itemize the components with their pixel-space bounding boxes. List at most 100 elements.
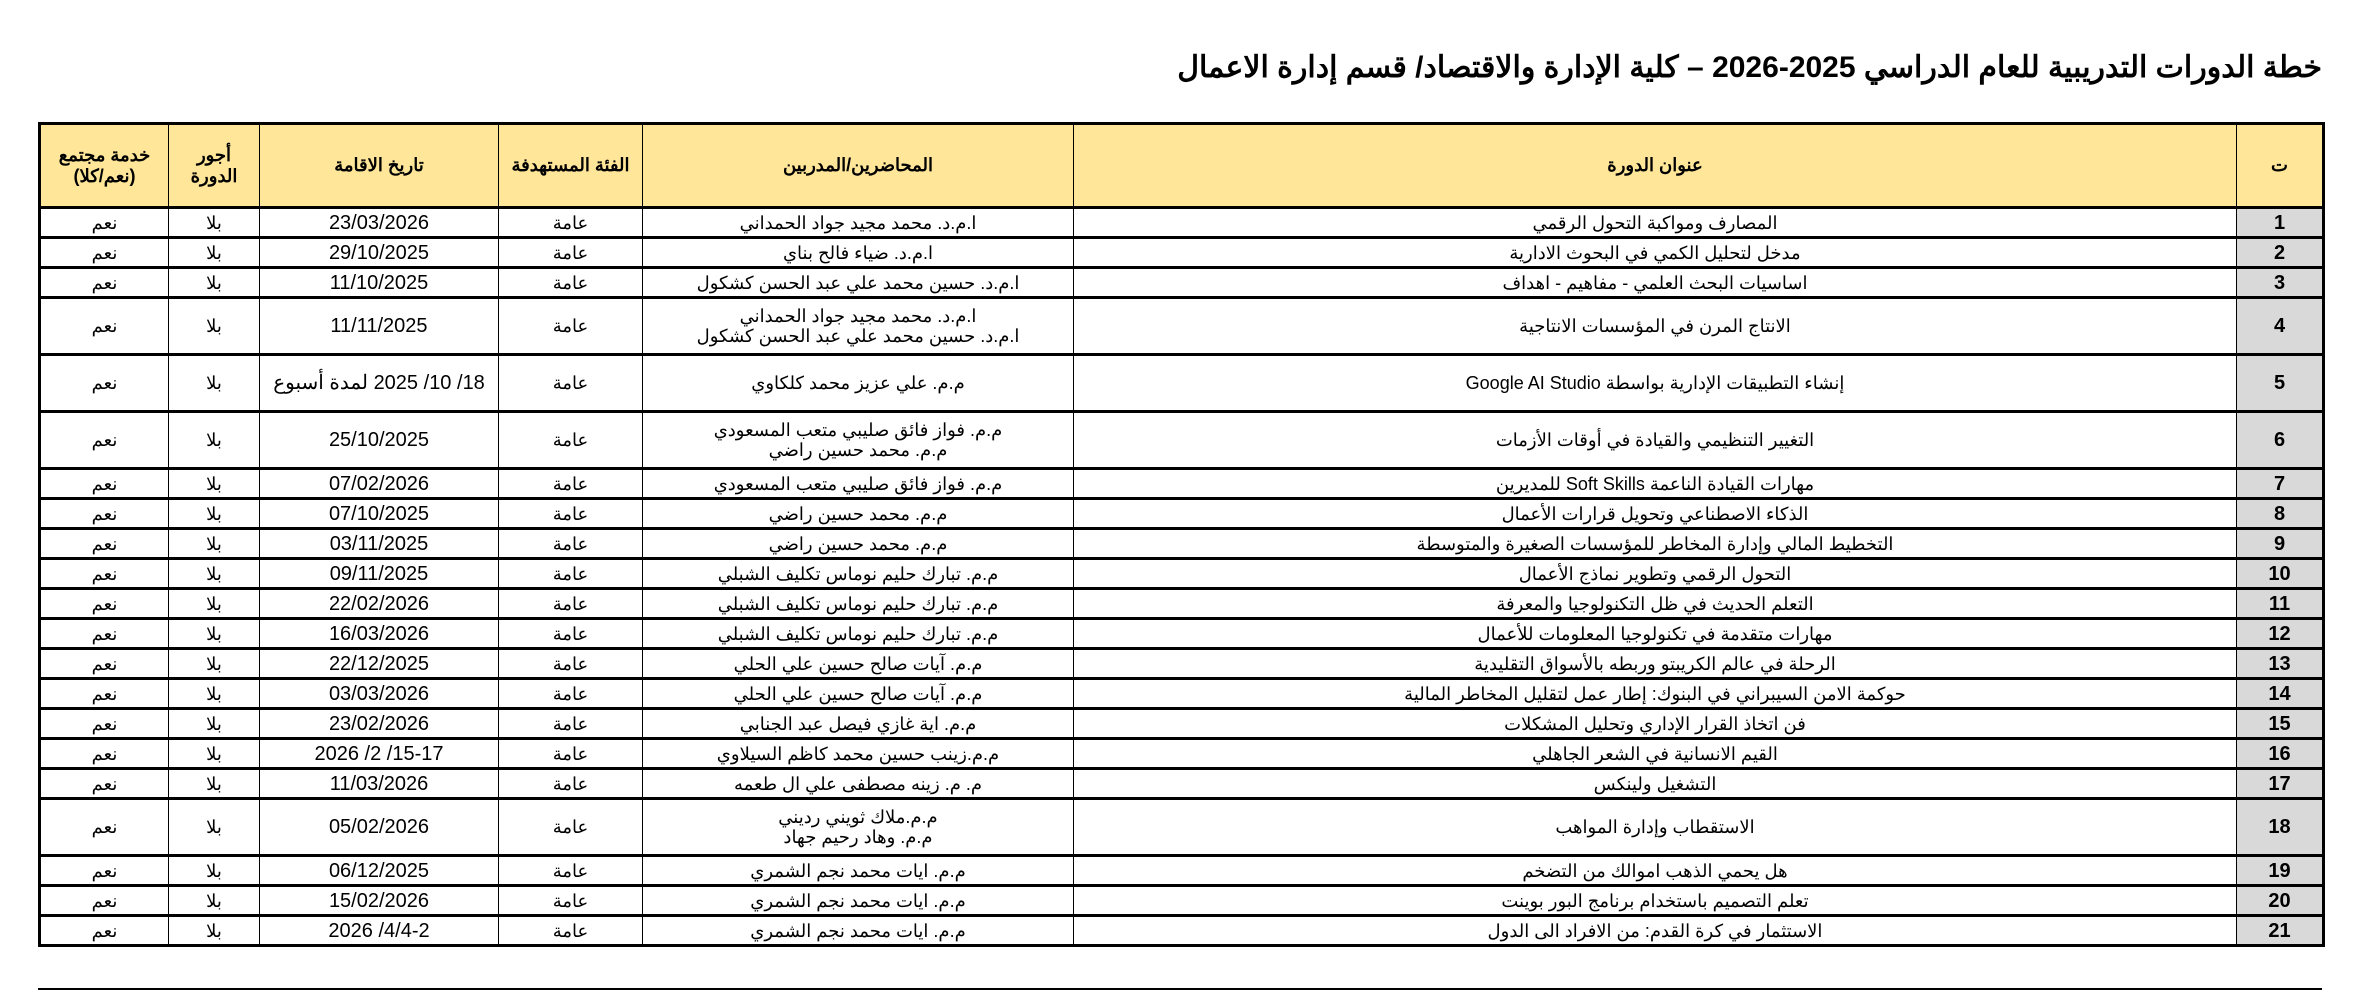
table-row: 7 مهارات القيادة الناعمة Soft Skills للمد… <box>39 468 2324 499</box>
table-row: 12 مهارات متقدمة في تكنولوجيا المعلومات ل… <box>39 618 2324 649</box>
trainer-name: م.م. محمد حسين راضي <box>768 533 948 554</box>
course-fee: بلا <box>168 915 260 946</box>
trainer-name: م.م. فواز فائق صليبي متعب المسعودي <box>713 473 1003 494</box>
trainer-name: م.م. وهاد رحيم جهاد <box>783 827 933 847</box>
course-fee: بلا <box>168 708 260 739</box>
target-audience: عامة <box>498 411 643 469</box>
trainers: م.م. تبارك حليم نوماس تكليف الشبلي <box>642 558 1074 589</box>
row-number: 18 <box>2236 798 2324 856</box>
target-audience: عامة <box>498 468 643 499</box>
trainer-name: م.م. فواز فائق صليبي متعب المسعودي <box>713 420 1003 440</box>
trainers: م.م. محمد حسين راضي <box>642 528 1074 559</box>
community-service: نعم <box>39 528 169 559</box>
trainer-name: ا.م.د. حسين محمد علي عبد الحسن كشكول <box>696 272 1020 293</box>
trainers: م.م. ايات محمد نجم الشمري <box>642 855 1074 886</box>
trainers: ا.م.د. محمد مجيد جواد الحمداني ا.م.د. حسي… <box>642 297 1074 355</box>
row-number: 3 <box>2236 267 2324 298</box>
trainers: م.م. فواز فائق صليبي متعب المسعودي <box>642 468 1074 499</box>
course-date: 05/02/2026 <box>259 798 499 856</box>
community-service: نعم <box>39 468 169 499</box>
table-row: 19 هل يحمي الذهب اموالك من التضخم م.م. ايا… <box>39 855 2324 886</box>
table-row: 16 القيم الانسانية في الشعر الجاهلي م.م.زي… <box>39 738 2324 769</box>
course-date: 25/10/2025 <box>259 411 499 469</box>
target-audience: عامة <box>498 237 643 268</box>
target-audience: عامة <box>498 588 643 619</box>
course-date: 11/10/2025 <box>259 267 499 298</box>
trainers: م.م. تبارك حليم نوماس تكليف الشبلي <box>642 618 1074 649</box>
trainers: م.م.زينب حسين محمد كاظم السيلاوي <box>642 738 1074 769</box>
trainers: م.م.ملاك ثويني رديني م.م. وهاد رحيم جهاد <box>642 798 1074 856</box>
trainer-name: م.م. تبارك حليم نوماس تكليف الشبلي <box>717 623 999 644</box>
trainer-name: م.م. تبارك حليم نوماس تكليف الشبلي <box>717 563 999 584</box>
course-date: 09/11/2025 <box>259 558 499 589</box>
trainers: م.م. علي عزيز محمد كلكاوي <box>642 354 1074 412</box>
table-row: 6 التغيير التنظيمي والقيادة في أوقات الأز… <box>39 411 2324 469</box>
training-plan-table: ت عنوان الدورة المحاضرين/المدربين الفئة … <box>38 122 2325 947</box>
trainer-name: م.م. علي عزيز محمد كلكاوي <box>751 373 965 393</box>
table-row: 14 حوكمة الامن السيبراني في البنوك: إطار … <box>39 678 2324 709</box>
trainer-name: ا.م.د. حسين محمد علي عبد الحسن كشكول <box>696 326 1020 346</box>
trainers: م.م. ايات محمد نجم الشمري <box>642 885 1074 916</box>
row-number: 2 <box>2236 237 2324 268</box>
trainers: م.م. آيات صالح حسين علي الحلي <box>642 648 1074 679</box>
trainer-name: م. م. زينه مصطفى علي ال طعمه <box>733 773 983 794</box>
community-service: نعم <box>39 618 169 649</box>
community-service: نعم <box>39 768 169 799</box>
row-number: 6 <box>2236 411 2324 469</box>
course-date: 23/02/2026 <box>259 708 499 739</box>
row-number: 1 <box>2236 207 2324 238</box>
community-service: نعم <box>39 648 169 679</box>
course-date: 07/10/2025 <box>259 498 499 529</box>
course-fee: بلا <box>168 768 260 799</box>
trainers: م. م. زينه مصطفى علي ال طعمه <box>642 768 1074 799</box>
course-title: إنشاء التطبيقات الإدارية بواسطة Google A… <box>1073 354 2237 412</box>
page-title: خطة الدورات التدريبية للعام الدراسي 2025… <box>1177 51 2322 84</box>
course-fee: بلا <box>168 267 260 298</box>
course-date: 03/03/2026 <box>259 678 499 709</box>
community-service: نعم <box>39 411 169 469</box>
course-date: 18/ 10/ 2025 لمدة أسبوع <box>259 354 499 412</box>
trainer-name: ا.م.د. محمد مجيد جواد الحمداني <box>739 306 977 326</box>
course-fee: بلا <box>168 855 260 886</box>
target-audience: عامة <box>498 708 643 739</box>
trainers: م.م. آيات صالح حسين علي الحلي <box>642 678 1074 709</box>
community-service: نعم <box>39 267 169 298</box>
course-title: مهارات متقدمة في تكنولوجيا المعلومات للأ… <box>1073 618 2237 649</box>
row-number: 7 <box>2236 468 2324 499</box>
course-date: 07/02/2026 <box>259 468 499 499</box>
table-row: 8 الذكاء الاصطناعي وتحويل قرارات الأعمال م… <box>39 498 2324 529</box>
course-fee: بلا <box>168 618 260 649</box>
course-title: التحول الرقمي وتطوير نماذج الأعمال <box>1073 558 2237 589</box>
community-service: نعم <box>39 237 169 268</box>
trainer-name: ا.م.د. ضياء فالح بناي <box>782 242 934 263</box>
course-fee: بلا <box>168 885 260 916</box>
course-fee: بلا <box>168 297 260 355</box>
table-header-row: ت عنوان الدورة المحاضرين/المدربين الفئة … <box>39 123 2324 208</box>
row-number: 15 <box>2236 708 2324 739</box>
target-audience: عامة <box>498 297 643 355</box>
target-audience: عامة <box>498 528 643 559</box>
community-service: نعم <box>39 207 169 238</box>
course-title: مهارات القيادة الناعمة Soft Skills للمدي… <box>1073 468 2237 499</box>
course-date: 22/12/2025 <box>259 648 499 679</box>
table-row: 9 التخطيط المالي وإدارة المخاطر للمؤسسات … <box>39 528 2324 559</box>
community-service: نعم <box>39 678 169 709</box>
course-title: التعلم الحديث في ظل التكنولوجيا والمعرفة <box>1073 588 2237 619</box>
table-row: 10 التحول الرقمي وتطوير نماذج الأعمال م.م.… <box>39 558 2324 589</box>
target-audience: عامة <box>498 678 643 709</box>
community-service: نعم <box>39 354 169 412</box>
course-fee: بلا <box>168 648 260 679</box>
trainer-name: م.م. اية غازي فيصل عبد الجنابي <box>739 713 977 734</box>
trainer-name: م.م. ايات محمد نجم الشمري <box>750 890 966 911</box>
course-fee: بلا <box>168 468 260 499</box>
trainers: م.م. اية غازي فيصل عبد الجنابي <box>642 708 1074 739</box>
row-number: 8 <box>2236 498 2324 529</box>
header-audience: الفئة المستهدفة <box>498 123 643 208</box>
header-fee: أجور الدورة <box>168 123 260 208</box>
target-audience: عامة <box>498 354 643 412</box>
course-title: اساسيات البحث العلمي - مفاهيم - اهداف <box>1073 267 2237 298</box>
course-title: المصارف ومواكبة التحول الرقمي <box>1073 207 2237 238</box>
course-title: التشغيل ولينكس <box>1073 768 2237 799</box>
table-row: 17 التشغيل ولينكس م. م. زينه مصطفى علي ال … <box>39 768 2324 799</box>
course-title: هل يحمي الذهب اموالك من التضخم <box>1073 855 2237 886</box>
